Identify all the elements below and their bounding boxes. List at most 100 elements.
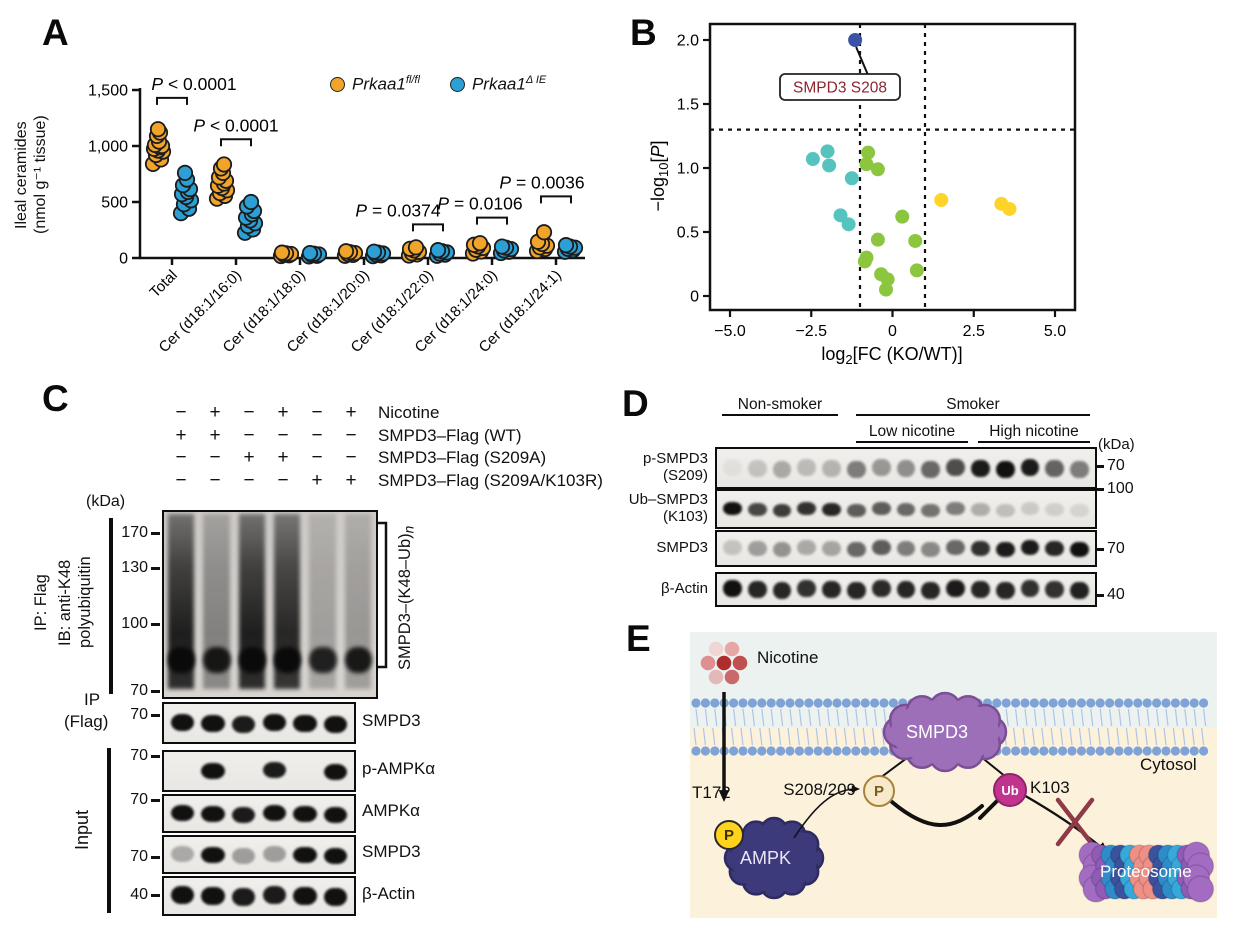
lipid-tail: [1193, 708, 1197, 727]
panel-c-k48-blot: [162, 510, 378, 699]
lipid-head: [870, 698, 880, 708]
callout-label: SMPD3 S208: [793, 80, 887, 97]
panel-e-diagram: [691, 641, 1215, 903]
protein-band: [324, 888, 348, 906]
condition-sign: −: [311, 447, 323, 469]
lipid-tail: [695, 708, 699, 727]
condition-sign: −: [243, 402, 255, 424]
protein-band: [747, 502, 767, 516]
lipid-head: [776, 698, 786, 708]
callout-line: [855, 46, 869, 76]
lipid-head: [1152, 698, 1162, 708]
data-point: [471, 235, 489, 252]
lipid-head: [860, 746, 870, 756]
condition-row-1: + + − − − − SMPD3–Flag (WT): [164, 425, 603, 448]
y-tick-label: 1,000: [88, 139, 128, 156]
row0-l1: p-SMPD3: [642, 450, 708, 467]
data-point: [365, 243, 383, 260]
data-point-green: [909, 263, 924, 278]
lipid-head: [804, 698, 814, 708]
data-point-green: [879, 282, 893, 297]
panel-a-legend: Prkaa1fl/fl Prkaa1Δ IE: [330, 74, 546, 95]
lipid-head: [813, 698, 823, 708]
protein-band: [970, 502, 990, 516]
lipid-tail: [1182, 727, 1186, 746]
lipid-head: [879, 698, 889, 708]
panel-c-marker-70-tick: [151, 690, 160, 693]
panel-d-high-underline: [978, 441, 1090, 443]
condition-sign: +: [209, 424, 221, 446]
lipid-head: [1011, 698, 1021, 708]
lipid-head: [785, 698, 795, 708]
legend-text: Prkaa1Δ IE: [471, 74, 547, 94]
lipid-tail: [1062, 708, 1066, 727]
protein-band: [995, 460, 1015, 478]
lipid-head: [700, 698, 710, 708]
lipid-head: [1029, 746, 1039, 756]
legend-dot: [330, 76, 345, 92]
protein-band: [921, 542, 941, 557]
legend-dot: [449, 76, 465, 92]
condition-sign: −: [345, 424, 357, 446]
protein-band: [871, 540, 891, 555]
lipid-tail: [806, 727, 810, 746]
k103-label: K103: [1030, 778, 1070, 797]
protein-band: [995, 542, 1015, 557]
lipid-head: [729, 698, 739, 708]
panel-a-y-title-line1: Ileal ceramides: [13, 121, 30, 229]
data-point-green: [895, 209, 910, 224]
panel-c-flag-text: (Flag): [64, 712, 109, 731]
y-axis-title: −log10​[P]: [648, 140, 671, 211]
panel-c-ub-bracket: [378, 521, 388, 669]
panel-d-row3-kda: 40: [1107, 586, 1125, 603]
proteosome-ring: [1186, 875, 1215, 903]
lipid-tail: [836, 708, 840, 727]
lipid-head: [738, 746, 748, 756]
lipid-head: [1039, 746, 1049, 756]
panel-c-input2-kda-tick: [151, 856, 160, 859]
panel-d-row2-kda: 70: [1107, 540, 1125, 557]
lipid-head: [1123, 746, 1133, 756]
protein-band: [722, 540, 742, 555]
panel-c-input1-kda: 70: [130, 791, 148, 808]
panel-c-smpd3-label: SMPD3: [362, 842, 421, 861]
p-value-annotation: P = 0.0374: [355, 200, 440, 220]
condition-row-3: − − − − + + SMPD3–Flag (S209A/K103R): [164, 470, 602, 493]
nicotine-molecules: [700, 641, 748, 685]
panel-d-row0-kda: 70: [1107, 457, 1125, 474]
protein-band: [262, 762, 286, 778]
lipid-tail: [808, 708, 812, 727]
row1-l2: (K103): [662, 507, 708, 525]
lipid-tail: [1090, 708, 1094, 727]
y-tick-label: 0: [690, 289, 699, 306]
x-tick-label: 5.0: [1044, 323, 1066, 340]
lipid-head: [1133, 746, 1143, 756]
lipid-tail: [1163, 727, 1167, 746]
lipid-tail: [843, 727, 847, 746]
callout-box: [779, 73, 901, 101]
condition-sign: −: [311, 402, 323, 424]
panel-c-smpd3-blot: [162, 835, 356, 874]
panel-c-input3-kda: 40: [130, 886, 148, 903]
panel-d-label: D: [622, 383, 649, 424]
y-tick-label: 2.0: [677, 33, 699, 50]
lipid-head: [1161, 746, 1171, 756]
protein-band: [921, 503, 941, 517]
condition-sign: −: [209, 447, 221, 469]
lipid-head: [1142, 698, 1152, 708]
p-value-annotation: P = 0.0106: [437, 194, 522, 214]
protein-band: [170, 845, 194, 862]
nicotine-dot: [732, 655, 748, 671]
lipid-tail: [759, 727, 763, 746]
y-tick-label: 1,500: [88, 83, 128, 100]
protein-band: [203, 647, 231, 673]
panel-c-pampka-blot: [162, 750, 356, 792]
protein-band: [896, 502, 916, 516]
lipid-tail: [1144, 727, 1148, 746]
smpd3-blob-label: SMPD3: [906, 722, 969, 742]
panel-d-row1-tick: [1096, 488, 1104, 491]
lipid-head: [1020, 746, 1030, 756]
lipid-head: [1001, 746, 1011, 756]
data-point: [557, 237, 575, 254]
